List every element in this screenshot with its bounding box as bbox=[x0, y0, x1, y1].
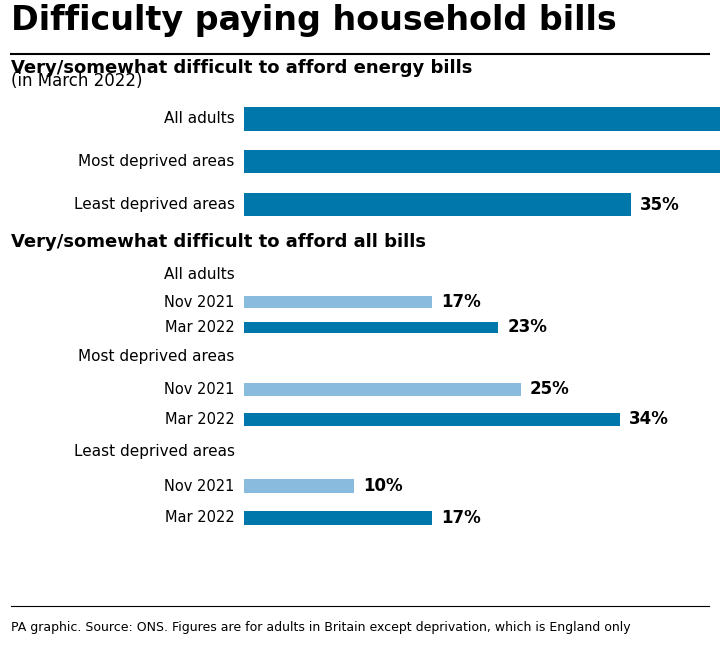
Text: PA graphic. Source: ONS. Figures are for adults in Britain except deprivation, w: PA graphic. Source: ONS. Figures are for… bbox=[11, 621, 631, 634]
Text: Least deprived areas: Least deprived areas bbox=[74, 197, 235, 212]
Bar bbox=[243, 322, 498, 333]
Text: 34%: 34% bbox=[629, 410, 669, 428]
Text: 17%: 17% bbox=[441, 293, 481, 311]
Text: Very/somewhat difficult to afford all bills: Very/somewhat difficult to afford all bi… bbox=[11, 233, 426, 250]
Bar bbox=[243, 150, 720, 174]
Text: All adults: All adults bbox=[164, 267, 235, 282]
Text: Least deprived areas: Least deprived areas bbox=[74, 443, 235, 458]
Bar bbox=[243, 511, 432, 525]
Text: Most deprived areas: Most deprived areas bbox=[78, 349, 235, 364]
Text: 17%: 17% bbox=[441, 509, 481, 527]
Bar bbox=[243, 107, 720, 130]
Text: Difficulty paying household bills: Difficulty paying household bills bbox=[11, 5, 616, 37]
Bar bbox=[243, 296, 432, 308]
Text: 35%: 35% bbox=[640, 196, 680, 214]
Text: Mar 2022: Mar 2022 bbox=[165, 510, 235, 525]
Bar bbox=[243, 413, 621, 426]
Text: Very/somewhat difficult to afford energy bills: Very/somewhat difficult to afford energy… bbox=[11, 59, 472, 77]
Text: All adults: All adults bbox=[164, 111, 235, 126]
Text: 23%: 23% bbox=[508, 318, 547, 337]
Text: Most deprived areas: Most deprived areas bbox=[78, 154, 235, 169]
Text: 10%: 10% bbox=[364, 477, 403, 495]
Text: Nov 2021: Nov 2021 bbox=[164, 479, 235, 494]
Bar bbox=[243, 193, 631, 216]
Bar bbox=[243, 479, 354, 493]
Text: 25%: 25% bbox=[529, 381, 570, 398]
Text: Nov 2021: Nov 2021 bbox=[164, 295, 235, 310]
Text: Nov 2021: Nov 2021 bbox=[164, 382, 235, 397]
Text: Mar 2022: Mar 2022 bbox=[165, 412, 235, 427]
Text: (in March 2022): (in March 2022) bbox=[11, 72, 143, 90]
Bar bbox=[243, 383, 521, 396]
Text: Mar 2022: Mar 2022 bbox=[165, 320, 235, 335]
